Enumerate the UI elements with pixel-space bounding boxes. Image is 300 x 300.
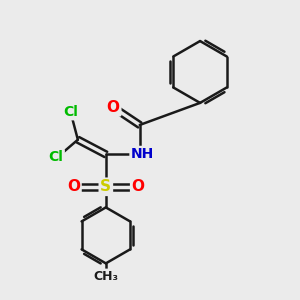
Text: O: O (107, 100, 120, 115)
Text: Cl: Cl (48, 150, 63, 164)
Text: CH₃: CH₃ (93, 270, 118, 283)
Text: O: O (67, 179, 80, 194)
Text: Cl: Cl (63, 105, 78, 119)
Text: S: S (100, 179, 111, 194)
Text: O: O (132, 179, 145, 194)
Text: NH: NH (131, 147, 154, 161)
